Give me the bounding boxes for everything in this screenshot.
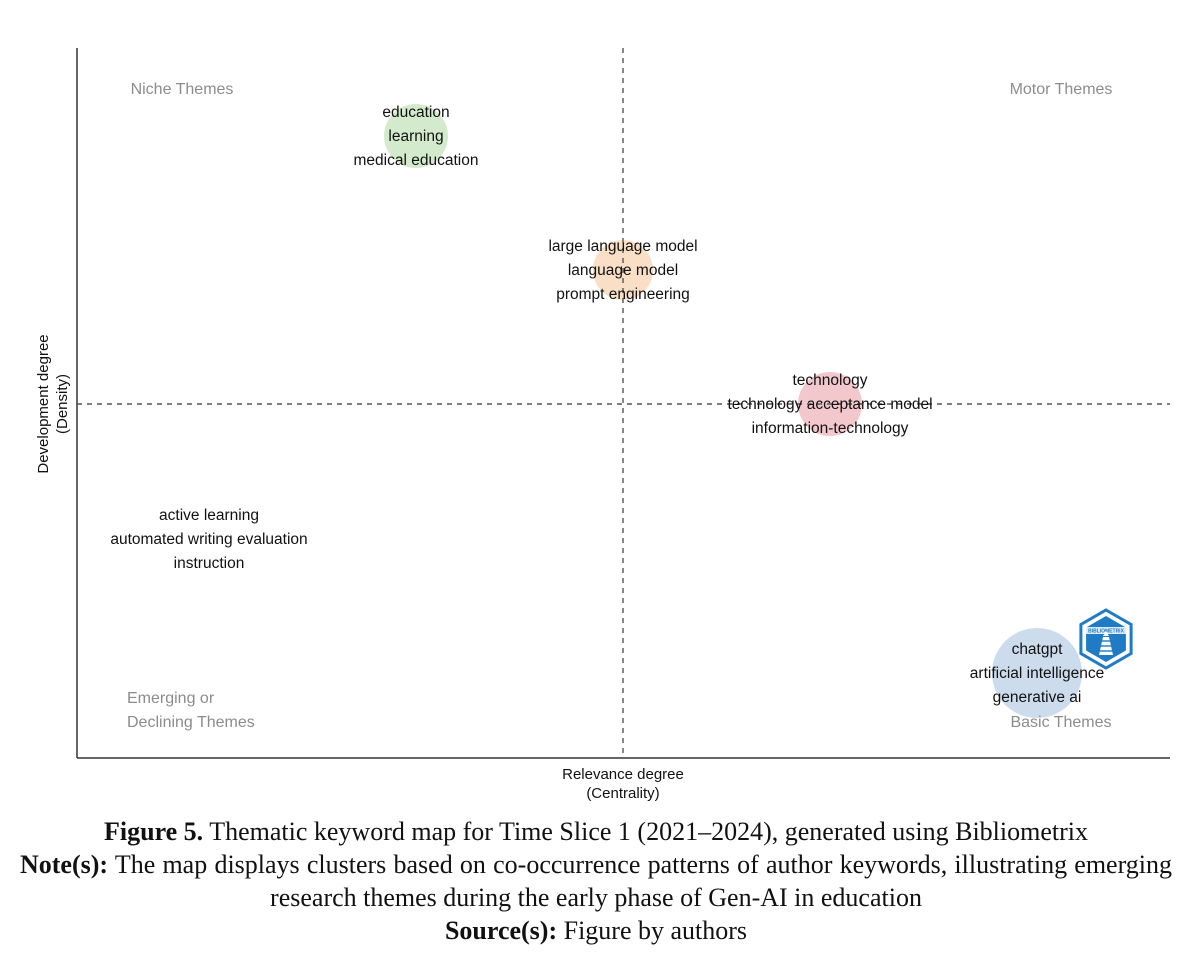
logo-banner <box>1086 627 1126 634</box>
figure-title: Thematic keyword map for Time Slice 1 (2… <box>203 817 1088 846</box>
figure-caption: Figure 5. Thematic keyword map for Time … <box>20 815 1172 848</box>
cluster-keyword: information-technology <box>752 420 909 437</box>
bibliometrix-logo-icon: BIBLIOMETRIX <box>1079 608 1133 670</box>
x-axis-label: (Centrality) <box>586 785 659 802</box>
note-label: Note(s): <box>20 850 109 879</box>
quadrant-label-top-left: Niche Themes <box>131 81 234 98</box>
axes <box>76 48 1170 759</box>
cluster-keyword: automated writing evaluation <box>110 531 307 548</box>
logo-tower-top <box>1103 631 1109 636</box>
note-text: The map displays clusters based on co-oc… <box>108 850 1172 912</box>
quadrant-label-bottom-right: Basic Themes <box>1010 714 1111 731</box>
logo-text: BIBLIOMETRIX <box>1088 629 1124 635</box>
cluster-keyword: chatgpt <box>1012 641 1064 658</box>
y-axis-label: Development degree <box>35 334 52 473</box>
cluster-keyword: active learning <box>159 507 259 524</box>
source-text: Figure by authors <box>557 916 748 945</box>
cluster-bubble <box>384 104 448 168</box>
cluster-keyword: language model <box>568 262 678 279</box>
cluster-keyword: prompt engineering <box>556 286 690 303</box>
quadrant-label-top-right: Motor Themes <box>1010 81 1113 98</box>
cluster-keyword: learning <box>388 128 443 145</box>
cluster-keyword: technology acceptance model <box>727 396 932 413</box>
quadrant-dividers <box>77 48 1170 758</box>
cluster-keyword: technology <box>793 372 868 389</box>
quadrant-labels: Niche Themes Motor Themes Emerging or Decli… <box>127 81 1112 731</box>
thematic-map-chart: Niche Themes Motor Themes Emerging or Decli… <box>35 48 1170 802</box>
figure-source: Source(s): Figure by authors <box>20 914 1172 947</box>
figure-label: Figure 5. <box>104 817 204 846</box>
cluster-keyword: generative ai <box>993 689 1082 706</box>
cluster-labels: education learning medical education large … <box>110 104 1104 706</box>
cluster-bubbles <box>384 104 1082 718</box>
cluster-keyword: large language model <box>548 238 697 255</box>
cluster-keyword: instruction <box>174 555 245 572</box>
axis-labels: Relevance degree (Centrality) Development … <box>35 334 684 802</box>
source-label: Source(s): <box>444 916 558 945</box>
cluster-keyword: artificial intelligence <box>970 665 1104 682</box>
figure-note: Note(s): The map displays clusters based… <box>20 848 1172 914</box>
x-axis-label: Relevance degree <box>562 766 684 783</box>
quadrant-label-bottom-left: Declining Themes <box>127 714 255 731</box>
quadrant-label-bottom-left: Emerging or <box>127 690 215 707</box>
cluster-bubble <box>992 628 1082 718</box>
y-axis-label: (Density) <box>54 374 71 434</box>
cluster-keyword: education <box>382 104 449 121</box>
cluster-keyword: medical education <box>354 152 479 169</box>
